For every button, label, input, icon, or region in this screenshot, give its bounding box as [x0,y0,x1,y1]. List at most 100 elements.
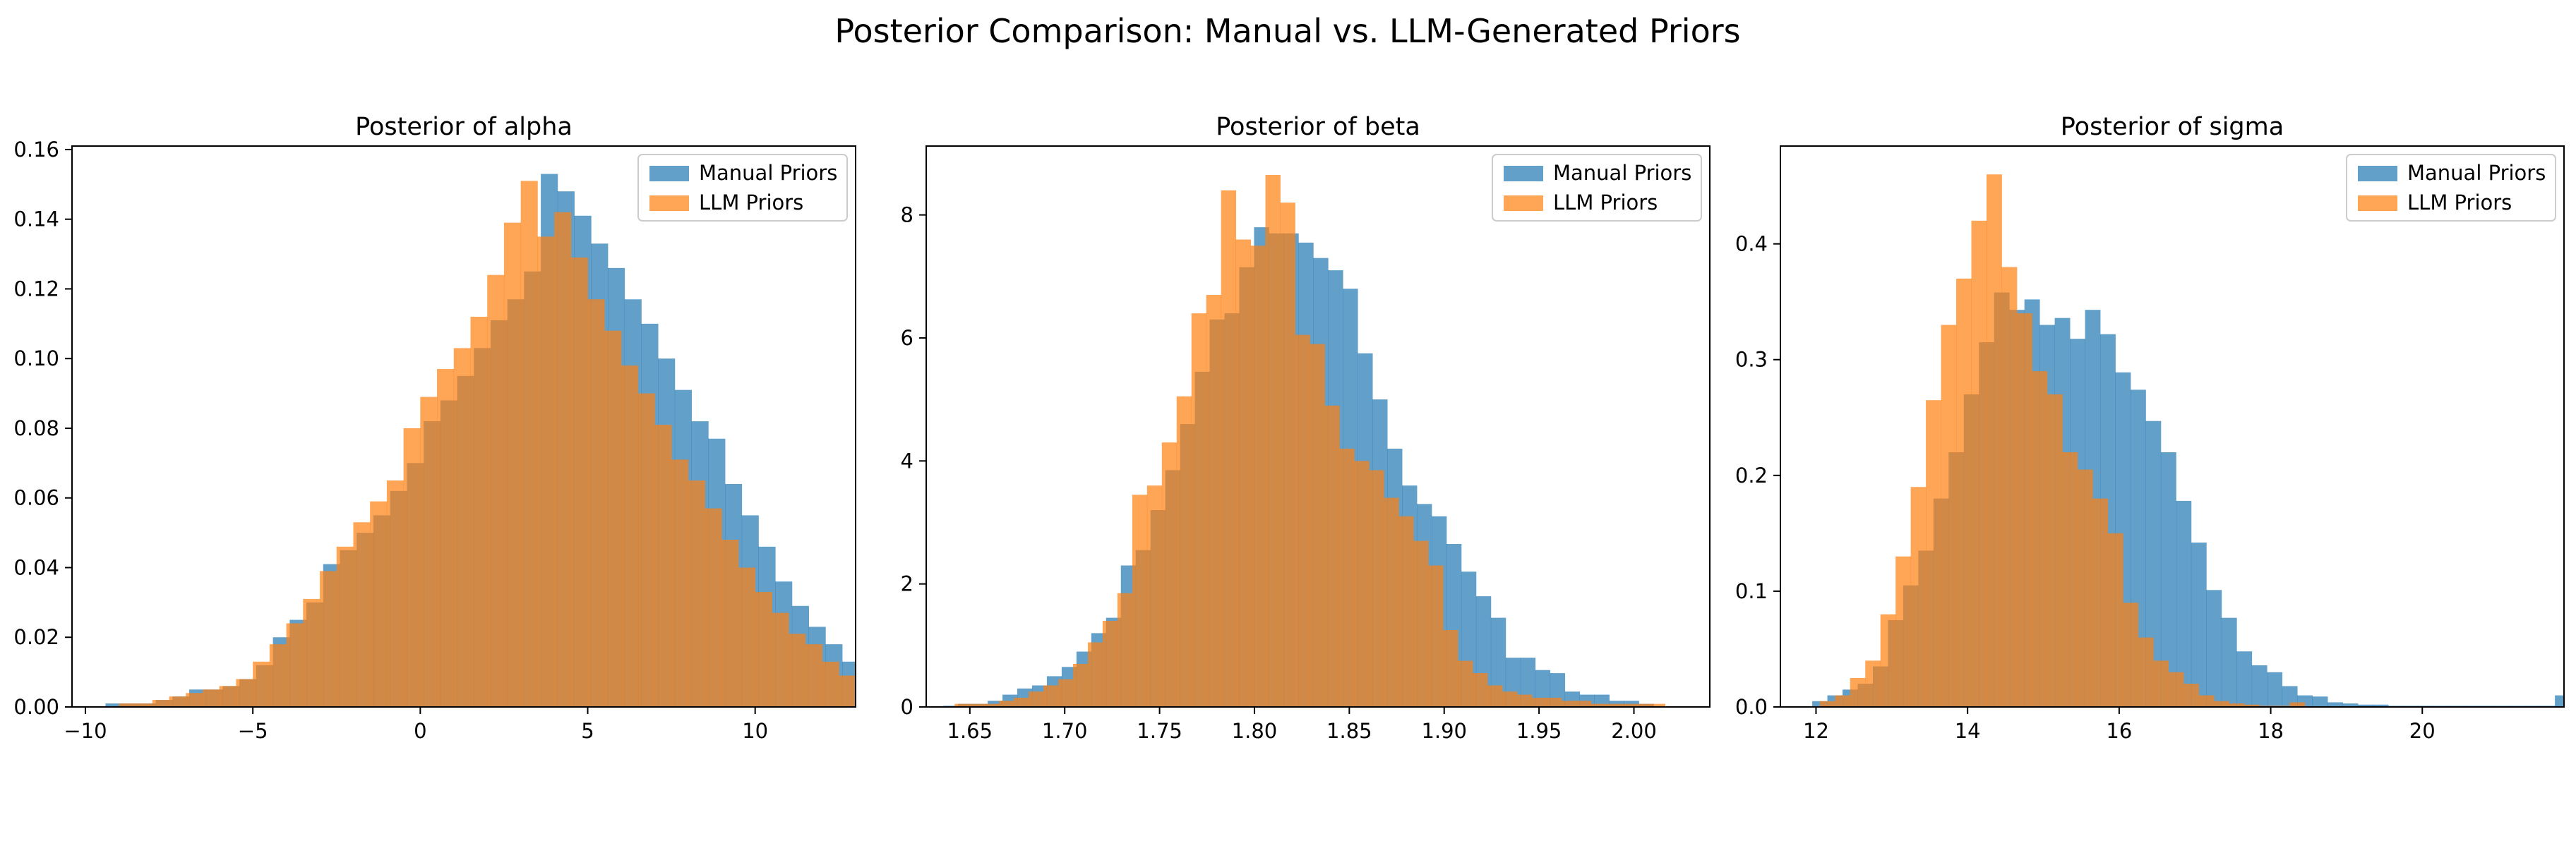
bar-alpha-llm-17 [403,428,421,707]
ytick-label-alpha-5: 0.10 [13,346,59,370]
xtick-label-alpha-1: −5 [238,719,268,743]
ytick-label-alpha-2: 0.04 [13,555,59,579]
bar-sigma-llm-16 [2062,452,2078,707]
ytick-label-alpha-1: 0.02 [13,625,59,649]
bar-alpha-llm-18 [420,397,438,707]
bar-alpha-llm-41 [805,644,822,707]
bar-beta-llm-8 [1073,663,1089,707]
bar-alpha-llm-14 [353,522,371,707]
xtick-label-sigma-3: 18 [2258,719,2284,743]
bar-beta-llm-1 [969,703,985,707]
bar-beta-llm-43 [1590,703,1607,707]
bar-beta-llm-22 [1280,202,1295,707]
legend-label-manual-beta: Manual Priors [1553,161,1691,185]
bar-sigma-llm-9 [1956,278,1972,707]
bar-sigma-manual-35 [2342,703,2359,707]
bar-sigma-llm-27 [2229,703,2245,707]
bar-sigma-llm-17 [2077,469,2093,707]
bar-sigma-manual-28 [2236,651,2253,707]
xtick-label-beta-3: 1.80 [1232,719,1278,743]
bar-beta-llm-32 [1428,565,1444,707]
bar-beta-llm-9 [1087,642,1103,707]
panel-title-sigma: Posterior of sigma [2061,113,2284,141]
bar-sigma-manual-49 [2555,695,2564,707]
xtick-label-beta-6: 1.95 [1516,719,1562,743]
ytick-label-beta-1: 2 [901,572,913,596]
legend-alpha: Manual Priors LLM Priors [637,154,848,222]
bar-alpha-manual-46 [875,686,892,707]
bar-sigma-manual-34 [2328,702,2343,707]
bar-sigma-manual-25 [2191,543,2207,707]
bar-beta-llm-39 [1531,697,1547,707]
bar-alpha-llm-5 [203,689,220,707]
bar-sigma-llm-31 [2289,702,2306,707]
bar-beta-llm-29 [1384,497,1399,707]
bar-sigma-manual-23 [2160,452,2176,707]
bar-sigma-llm-26 [2214,701,2229,707]
bar-beta-llm-47 [1650,703,1665,707]
bar-alpha-llm-28 [587,299,605,707]
ytick-label-sigma-1: 0.1 [1735,579,1768,603]
bar-sigma-llm-7 [1926,400,1941,707]
series-llm-alpha [119,181,856,707]
bar-sigma-manual-37 [2373,704,2389,707]
panel-beta: Posterior of beta 1.65 1.70 1.75 1.80 1.85 1.9… [901,113,1711,743]
ytick-label-alpha-0: 0.00 [13,695,59,719]
bar-alpha-llm-11 [303,598,320,707]
bar-sigma-llm-6 [1910,487,1927,707]
bar-beta-llm-21 [1265,174,1281,707]
bar-sigma-manual-33 [2312,696,2328,707]
bar-sigma-llm-24 [2183,684,2199,707]
series-llm-beta [954,174,1665,707]
ytick-label-sigma-4: 0.4 [1735,232,1768,256]
figure-suptitle: Posterior Comparison: Manual vs. LLM-Gen… [834,12,1740,50]
bar-alpha-llm-4 [186,693,203,707]
bar-beta-llm-30 [1398,516,1414,707]
legend-swatch-llm-sigma [2358,195,2397,211]
bar-alpha-llm-42 [822,661,839,707]
xtick-label-alpha-2: 0 [414,719,426,743]
bar-sigma-manual-31 [2282,686,2298,707]
bar-alpha-llm-35 [705,508,722,707]
bar-beta-llm-2 [984,703,1000,707]
bar-beta-llm-24 [1310,344,1325,707]
bar-alpha-llm-7 [236,679,253,707]
xtick-label-alpha-0: −10 [64,719,107,743]
bar-alpha-llm-15 [370,501,388,707]
legend-swatch-manual-sigma [2358,166,2397,181]
bar-beta-manual-37 [1490,617,1506,707]
bar-beta-llm-20 [1250,246,1266,707]
bar-sigma-llm-5 [1895,556,1912,707]
bar-beta-llm-28 [1369,470,1384,707]
panel-alpha: Posterior of alpha −10 −5 0 5 10 0.00 0.02 0.04 0… [13,113,892,743]
panel-sigma: Posterior of sigma 12 14 16 18 20 0.0 0.1 0.2 0.3… [1735,113,2565,743]
bar-sigma-llm-12 [2001,267,2018,707]
bar-sigma-llm-18 [2092,498,2109,707]
bar-alpha-llm-43 [839,675,856,707]
bar-alpha-llm-27 [570,258,588,707]
ytick-label-sigma-0: 0.0 [1735,695,1768,719]
legend-swatch-manual-alpha [649,166,689,181]
bar-alpha-llm-8 [253,661,270,707]
bar-alpha-llm-33 [671,459,689,707]
axes-frame-beta [925,145,1711,708]
bar-alpha-manual-45 [859,676,876,707]
bar-beta-llm-11 [1117,593,1133,707]
bar-sigma-llm-1 [1835,695,1851,707]
bar-beta-llm-19 [1235,239,1251,707]
bar-alpha-llm-2 [152,700,169,707]
bar-beta-llm-15 [1176,396,1192,707]
xtick-label-alpha-3: 5 [581,719,594,743]
bar-beta-llm-34 [1458,660,1473,707]
bar-alpha-llm-25 [537,236,555,707]
bar-alpha-llm-19 [437,369,455,707]
xtick-label-beta-0: 1.65 [947,719,993,743]
bar-sigma-manual-30 [2267,672,2283,707]
bar-sigma-llm-20 [2123,603,2139,707]
bar-alpha-llm-23 [503,222,522,707]
bar-sigma-llm-2 [1850,677,1866,707]
series-llm-sigma [1819,174,2306,707]
bar-beta-manual-39 [1520,658,1536,707]
bar-sigma-llm-21 [2138,637,2154,707]
